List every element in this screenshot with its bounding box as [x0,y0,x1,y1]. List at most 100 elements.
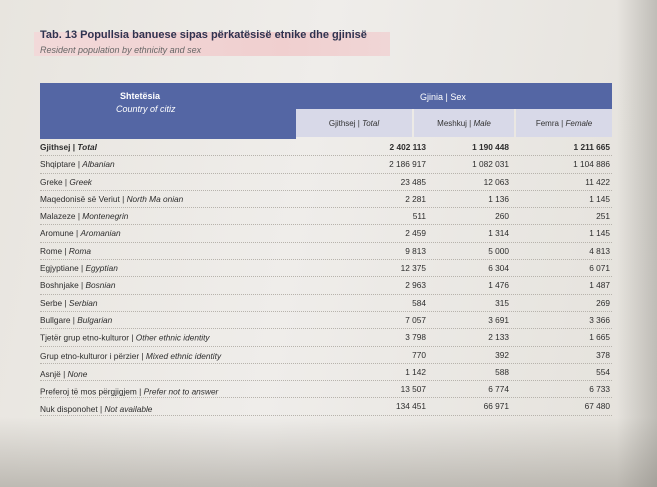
row-label: Tjetër grup etno-kulturor | Other ethnic… [40,332,210,343]
column-header-male-en: Male [473,118,491,128]
row-label-al: Grup etno-kulturor i përzier [40,350,140,361]
column-header-female-al: Femra [535,118,559,128]
column-header-total: Gjithsej | Total [296,109,412,137]
column-header-total-en: Total [362,118,380,128]
cell-male: 12 063 [483,176,509,187]
row-label: Bullgare | Bulgarian [40,314,113,325]
cell-female: 4 813 [589,245,610,256]
header-sex-cell [296,83,612,109]
table-row: Maqedonisë së Veriut | North Ma onian 2 2… [40,191,612,209]
row-label: Grup etno-kulturor i përzier | Mixed eth… [40,350,222,361]
table-row: Gjithsej | Total 2 402 113 1 190 448 1 211 … [40,139,612,157]
cell-female: 67 480 [584,401,610,412]
row-label-al: Gjithsej [40,142,71,152]
table-row: Bullgare | Bulgarian 7 057 3 691 3 366 [40,312,612,330]
cell-female: 1 211 665 [573,142,610,152]
cell-total: 13 507 [400,384,426,395]
row-label-en: Mixed ethnic identity [145,350,222,361]
row-label: Nuk disponohet | Not available [40,404,153,415]
row-label-en: Roma [68,245,92,256]
column-header-female-en: Female [565,118,593,128]
cell-total: 9 813 [405,245,426,256]
cell-male: 392 [495,349,509,360]
column-header-male-al: Meshkuj [437,118,467,128]
cell-total: 511 [412,211,426,222]
table-row: Egjyptiane | Egyptian 12 375 6 304 6 071 [40,260,612,278]
column-header-female: Femra | Female [516,109,612,137]
row-label-en: North Ma onian [126,193,184,204]
row-label-al: Shqiptare [40,159,76,170]
cell-female: 269 [596,297,610,308]
row-label-al: Malazeze [40,211,76,222]
cell-male: 1 190 448 [472,142,509,152]
table-row: Asnjë | None 1 142 588 554 [40,364,612,382]
row-label-en: Montenegrin [82,211,129,222]
table-row: Grup etno-kulturor i përzier | Mixed eth… [40,347,612,364]
cell-male: 2 133 [488,332,509,343]
table-row: Preferoj të mos përgjigjem | Prefer not … [40,381,612,399]
row-label-en: Not available [104,404,153,415]
cell-total: 2 402 113 [389,142,426,152]
cell-total: 770 [412,349,426,360]
cell-male: 3 691 [488,314,509,325]
row-label: Gjithsej | Total [40,142,97,152]
table-subtitle: Resident population by ethnicity and sex [40,45,202,55]
row-label-en: Prefer not to answer [143,386,219,397]
cell-male: 1 082 031 [472,159,509,170]
row-label: Aromune | Aromanian [40,228,121,239]
row-label-en: Bosnian [85,280,116,291]
row-label-al: Serbe [40,297,63,308]
row-label-en: Egyptian [85,263,118,274]
column-header-male: Meshkuj | Male [414,109,514,137]
row-label-al: Egjyptiane [40,263,79,274]
cell-total: 23 485 [400,176,426,187]
cell-female: 11 422 [585,176,610,187]
row-label: Malazeze | Montenegrin [40,211,129,222]
table-row: Greke | Greek 23 485 12 063 11 422 [40,174,612,191]
row-label: Serbe | Serbian [40,297,98,308]
row-label-al: Preferoj të mos përgjigjem [40,386,137,397]
table-title: Tab. 13 Popullsia banuese sipas përkatës… [40,29,367,41]
row-label-en: Albanian [82,159,115,170]
cell-total: 3 798 [405,332,426,343]
row-label-al: Nuk disponohet [40,404,98,415]
cell-female: 6 733 [589,384,610,395]
table-row: Boshnjake | Bosnian 2 963 1 476 1 487 [40,277,612,295]
cell-male: 6 304 [488,263,509,274]
row-label: Shqiptare | Albanian [40,159,115,170]
row-label-en: Greek [69,176,92,187]
header-country-subtitle: Country of citiz [116,104,176,114]
row-label-al: Maqedonisë së Veriut [40,193,120,204]
cell-male: 260 [495,211,509,222]
cell-female: 1 104 886 [573,159,610,170]
table-row: Aromune | Aromanian 2 459 1 314 1 145 [40,225,612,243]
table-row: Nuk disponohet | Not available 134 451 66 … [40,398,612,416]
row-label-en: Serbian [68,297,98,308]
row-label-al: Bullgare [40,314,71,325]
row-label: Preferoj të mos përgjigjem | Prefer not … [40,386,219,397]
row-label: Greke | Greek [40,176,92,187]
row-label-en: Total [77,142,97,152]
table-row: Malazeze | Montenegrin 511 260 251 [40,208,612,226]
cell-male: 1 136 [488,193,509,204]
row-label-al: Asnjë [40,368,61,379]
row-label: Maqedonisë së Veriut | North Ma onian [40,193,184,204]
title-highlight [34,32,390,56]
cell-female: 6 071 [589,263,610,274]
cell-female: 378 [596,349,610,360]
header-country-title: Shtetësia [120,91,161,101]
row-label-en: Bulgarian [77,314,113,325]
header-sex-title: Gjinia | Sex [420,92,466,102]
cell-female: 3 366 [589,314,610,325]
table-row: Serbe | Serbian 584 315 269 [40,295,612,312]
cell-female: 554 [596,366,610,377]
cell-male: 1 314 [488,228,509,239]
cell-male: 5 000 [488,245,509,256]
photo-shadow-right [617,0,657,487]
cell-female: 1 145 [589,193,610,204]
cell-total: 2 459 [405,228,426,239]
row-label: Boshnjake | Bosnian [40,280,116,291]
table-row: Rome | Roma 9 813 5 000 4 813 [40,243,612,261]
cell-total: 12 375 [400,263,426,274]
cell-total: 2 963 [405,280,426,291]
